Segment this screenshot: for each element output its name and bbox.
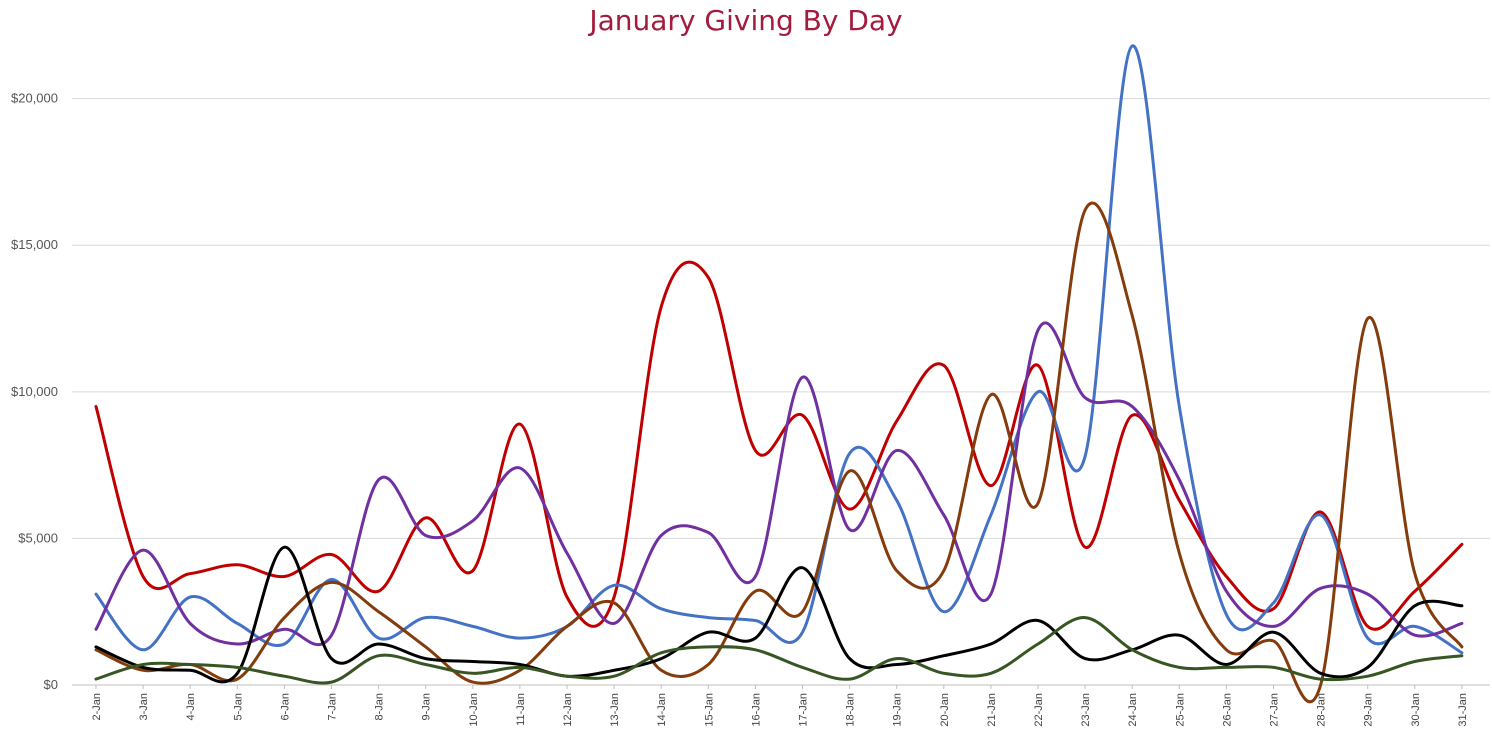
y-tick-label: $0 (44, 677, 58, 692)
x-tick-label: 25-Jan (1174, 693, 1186, 727)
y-axis-ticks: $0 $5,000 $10,000 $15,000 $20,000 (11, 91, 58, 692)
x-tick-label: 21-Jan (986, 693, 998, 727)
x-tick-label: 24-Jan (1127, 693, 1139, 727)
x-axis-ticks: 2-Jan 3-Jan 4-Jan 5-Jan 6-Jan 7-Jan 8-Jan 9-Jan… (91, 685, 1469, 727)
x-tick-label: 11-Jan (515, 693, 527, 726)
x-tick-label: 15-Jan (703, 693, 715, 727)
series-line-6 (94, 616, 1464, 685)
y-tick-label: $5,000 (18, 530, 58, 545)
x-tick-label: 18-Jan (845, 693, 857, 727)
series-line-4 (94, 201, 1464, 704)
x-tick-label: 26-Jan (1221, 693, 1233, 727)
chart-title: January Giving By Day (589, 4, 903, 37)
x-tick-label: 28-Jan (1316, 693, 1328, 727)
x-tick-label: 6-Jan (279, 693, 291, 721)
x-tick-label: 14-Jan (656, 693, 668, 727)
series-line-5 (94, 545, 1464, 684)
x-tick-label: 9-Jan (421, 693, 433, 721)
y-tick-label: $15,000 (11, 237, 58, 252)
series-lines (94, 44, 1464, 704)
series-line-2 (94, 44, 1464, 655)
x-tick-label: 19-Jan (892, 693, 904, 727)
x-tick-label: 31-Jan (1457, 693, 1469, 727)
series-line-3 (94, 321, 1464, 647)
x-tick-label: 10-Jan (468, 693, 480, 727)
x-tick-label: 12-Jan (562, 693, 574, 727)
x-tick-label: 13-Jan (609, 693, 621, 727)
series-line-1 (94, 260, 1464, 631)
gridlines (72, 98, 1490, 686)
x-tick-label: 5-Jan (232, 693, 244, 721)
x-tick-label: 4-Jan (185, 693, 197, 721)
x-tick-label: 23-Jan (1080, 693, 1092, 727)
x-tick-label: 29-Jan (1363, 693, 1375, 727)
x-tick-label: 7-Jan (327, 693, 339, 721)
x-tick-label: 16-Jan (750, 693, 762, 727)
x-tick-label: 22-Jan (1033, 693, 1045, 727)
x-tick-label: 27-Jan (1269, 693, 1281, 727)
x-tick-label: 17-Jan (798, 693, 810, 727)
y-tick-label: $20,000 (11, 91, 58, 106)
x-tick-label: 30-Jan (1410, 693, 1422, 727)
x-tick-label: 20-Jan (939, 693, 951, 727)
y-tick-label: $10,000 (11, 384, 58, 399)
x-tick-label: 8-Jan (374, 693, 386, 721)
x-tick-label: 3-Jan (138, 693, 150, 721)
x-tick-label: 2-Jan (91, 693, 103, 721)
